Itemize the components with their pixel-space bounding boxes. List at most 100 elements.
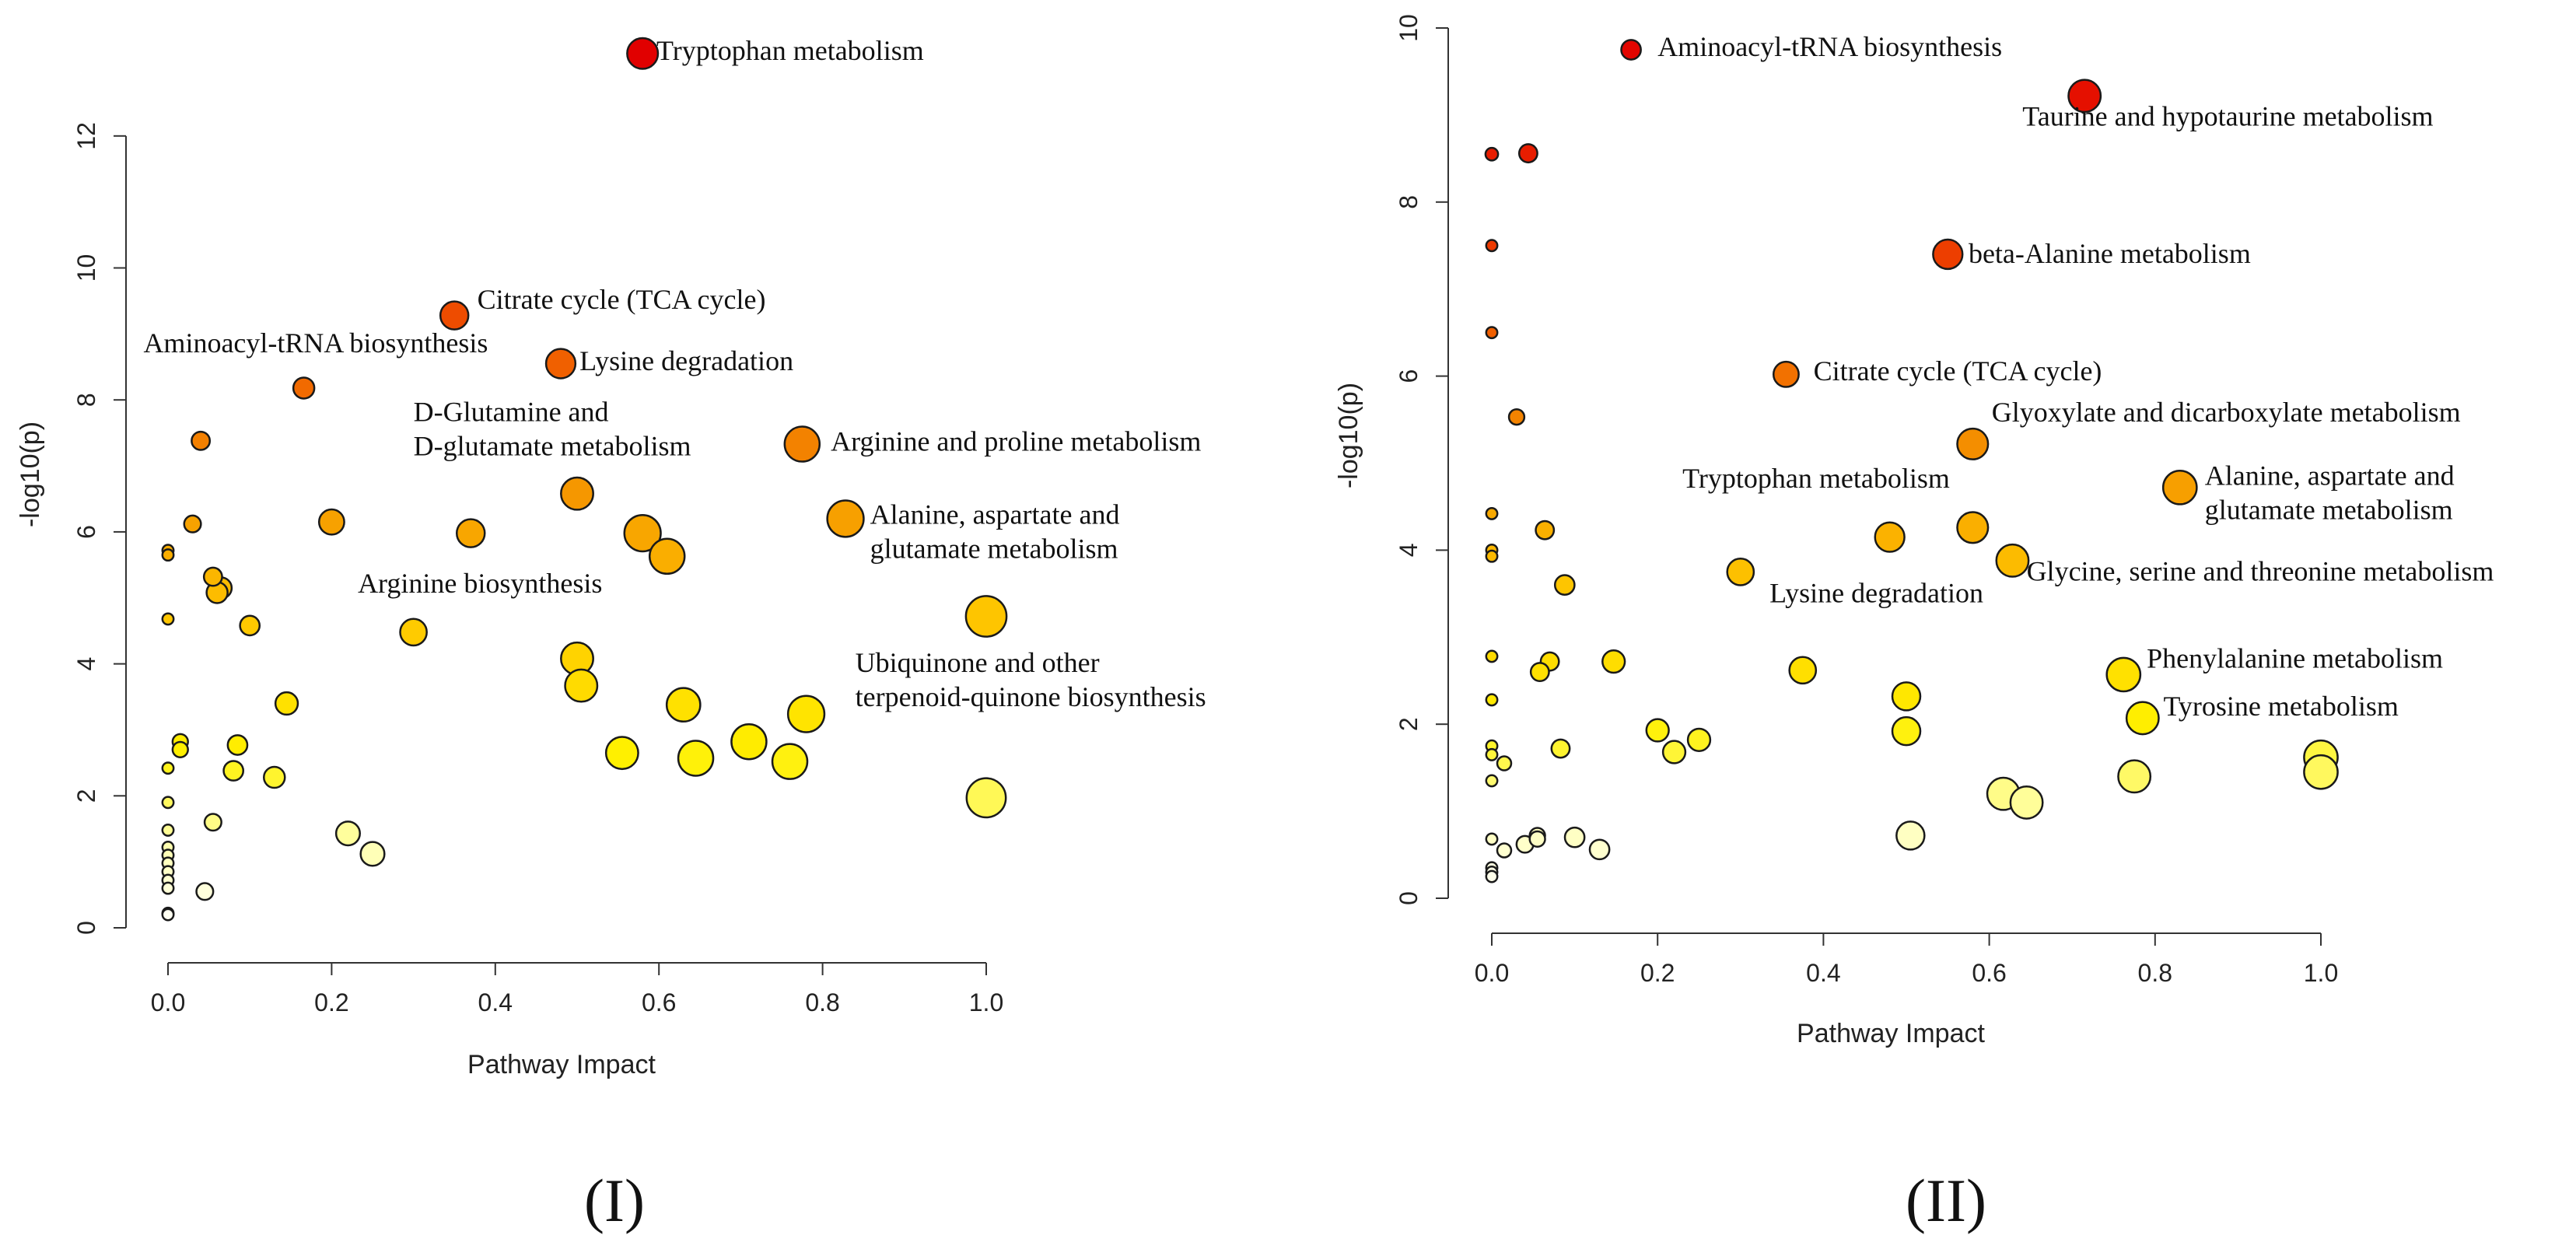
data-point[interactable]	[161, 823, 175, 837]
data-point[interactable]	[195, 882, 215, 901]
data-point[interactable]	[203, 813, 222, 832]
point-annotation: Aminoacyl-tRNA biosynthesis	[143, 327, 488, 359]
data-point[interactable]	[183, 514, 202, 534]
data-point[interactable]	[161, 548, 175, 562]
data-point[interactable]	[1620, 39, 1642, 61]
data-point[interactable]	[334, 820, 361, 847]
data-point[interactable]	[1485, 506, 1499, 520]
data-point[interactable]	[648, 537, 686, 576]
data-point[interactable]	[2067, 79, 2102, 114]
data-point[interactable]	[171, 740, 189, 759]
data-point[interactable]	[1891, 681, 1922, 712]
data-point[interactable]	[1995, 543, 2030, 578]
data-point[interactable]	[1553, 574, 1576, 597]
data-point[interactable]	[1485, 869, 1499, 883]
data-point[interactable]	[263, 765, 286, 789]
data-point[interactable]	[439, 300, 470, 331]
data-point[interactable]	[665, 687, 702, 723]
point-annotation: Tyrosine metabolism	[2163, 691, 2398, 722]
data-point[interactable]	[455, 518, 486, 548]
data-point[interactable]	[226, 734, 249, 756]
data-point[interactable]	[2161, 469, 2198, 506]
data-point[interactable]	[626, 37, 660, 70]
data-point[interactable]	[1496, 842, 1513, 859]
data-point[interactable]	[1874, 521, 1906, 553]
data-point[interactable]	[161, 612, 175, 626]
data-point[interactable]	[1529, 662, 1550, 683]
data-point[interactable]	[1485, 747, 1499, 761]
data-point[interactable]	[1485, 693, 1499, 707]
data-point[interactable]	[1956, 511, 1990, 544]
data-point[interactable]	[1956, 427, 1990, 460]
panel-I-y-tick-label: 6	[72, 525, 100, 539]
data-point[interactable]	[1601, 649, 1626, 674]
data-point[interactable]	[1528, 830, 1546, 848]
data-point[interactable]	[1788, 656, 1818, 685]
data-point[interactable]	[191, 430, 212, 451]
point-annotation: Citrate cycle (TCA cycle)	[478, 284, 766, 315]
data-point[interactable]	[783, 425, 821, 463]
data-point[interactable]	[2303, 754, 2339, 790]
data-point[interactable]	[623, 513, 662, 553]
data-point[interactable]	[161, 908, 175, 922]
data-point[interactable]	[161, 881, 175, 895]
data-point[interactable]	[1485, 326, 1499, 340]
panel-I-axes: 0 2 4 6 8 10 12 0.0 0.2 0.4 0.6 0.8 1.0	[72, 122, 1003, 1016]
data-point[interactable]	[1686, 727, 1712, 752]
panel-II-y-tick-label: 10	[1395, 14, 1423, 42]
point-annotation: Lysine degradation	[579, 345, 793, 376]
panel-II-y-tick-label: 6	[1395, 369, 1423, 383]
data-point[interactable]	[1588, 838, 1611, 861]
data-point[interactable]	[2009, 785, 2044, 820]
data-point[interactable]	[1485, 549, 1499, 563]
data-point[interactable]	[317, 508, 345, 536]
data-point[interactable]	[1661, 740, 1687, 764]
data-point[interactable]	[161, 761, 175, 775]
data-point[interactable]	[1485, 649, 1499, 663]
data-point[interactable]	[1485, 239, 1499, 253]
data-point[interactable]	[1496, 755, 1513, 771]
data-point[interactable]	[786, 694, 826, 733]
data-point[interactable]	[222, 760, 245, 782]
data-point[interactable]	[1517, 143, 1538, 164]
data-point[interactable]	[1726, 558, 1755, 586]
data-point[interactable]	[1550, 738, 1571, 759]
data-point[interactable]	[560, 476, 594, 511]
data-point[interactable]	[239, 614, 261, 637]
data-point[interactable]	[544, 348, 577, 380]
data-point[interactable]	[826, 499, 865, 538]
data-point[interactable]	[2125, 701, 2160, 736]
data-point[interactable]	[1507, 408, 1526, 426]
data-point[interactable]	[359, 841, 386, 867]
data-point[interactable]	[1645, 718, 1670, 743]
data-point[interactable]	[2105, 656, 2142, 693]
panel-I-label: (I)	[584, 1167, 645, 1234]
data-point[interactable]	[1772, 360, 1800, 388]
data-point[interactable]	[1485, 774, 1499, 788]
data-point[interactable]	[1535, 520, 1556, 541]
panel-I-y-tick-label: 8	[72, 393, 100, 407]
data-point[interactable]	[730, 722, 768, 761]
data-point[interactable]	[1891, 715, 1922, 747]
data-point[interactable]	[964, 595, 1008, 638]
data-point[interactable]	[161, 796, 175, 810]
data-point[interactable]	[274, 691, 299, 716]
data-point[interactable]	[965, 777, 1007, 819]
panel-II-annotations: Aminoacyl-tRNA biosynthesis Taurine and h…	[1657, 31, 2494, 722]
data-point[interactable]	[2117, 759, 2152, 794]
data-point[interactable]	[677, 740, 715, 777]
data-point[interactable]	[1932, 238, 1964, 271]
data-point[interactable]	[604, 736, 639, 771]
data-point[interactable]	[202, 566, 223, 587]
data-point[interactable]	[1563, 826, 1586, 848]
data-point[interactable]	[399, 618, 428, 647]
point-annotation: Alanine, aspartate and glutamate metaboli…	[2205, 460, 2455, 525]
panel-I-ylabel: -log10(p)	[16, 422, 45, 527]
point-annotation: Arginine biosynthesis	[358, 568, 602, 599]
data-point[interactable]	[771, 743, 809, 780]
data-point[interactable]	[1895, 820, 1926, 851]
data-point[interactable]	[292, 376, 316, 400]
data-point[interactable]	[1484, 146, 1500, 162]
data-point[interactable]	[564, 668, 599, 703]
data-point[interactable]	[1485, 832, 1499, 846]
